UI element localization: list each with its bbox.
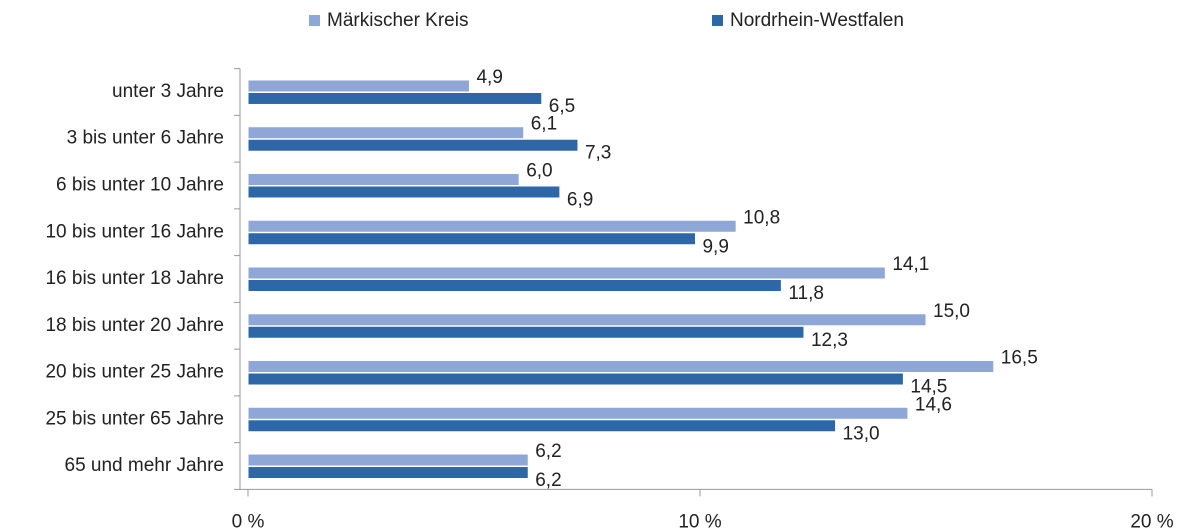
y-tick-label: 18 bis unter 20 Jahre <box>45 315 224 336</box>
value-label: 4,9 <box>476 67 502 88</box>
value-label: 9,9 <box>702 236 728 257</box>
y-tick-label: 6 bis unter 10 Jahre <box>56 175 224 196</box>
value-label: 6,0 <box>526 161 552 182</box>
value-label: 11,8 <box>788 283 824 304</box>
bar <box>247 79 470 93</box>
value-label: 7,3 <box>585 143 611 164</box>
y-tick-label: 10 bis unter 16 Jahre <box>45 221 224 242</box>
value-label: 13,0 <box>843 423 880 444</box>
bar <box>247 453 529 467</box>
bar <box>247 232 696 246</box>
bar <box>247 313 927 327</box>
bar <box>247 372 904 386</box>
bar <box>247 419 837 433</box>
value-label: 6,9 <box>567 190 593 211</box>
value-label: 14,5 <box>910 377 947 398</box>
bar <box>247 466 529 480</box>
y-tick-label: 20 bis unter 25 Jahre <box>45 362 224 383</box>
value-label: 6,2 <box>535 441 561 462</box>
legend-swatch <box>309 15 320 26</box>
bar <box>247 91 543 105</box>
value-label: 15,0 <box>933 301 970 322</box>
bar <box>247 219 737 233</box>
bar <box>247 360 995 374</box>
bar <box>247 279 782 292</box>
x-tick-label: 20 % <box>1130 511 1173 531</box>
bar <box>247 266 886 280</box>
y-tick-label: 65 und mehr Jahre <box>65 455 225 476</box>
value-label: 12,3 <box>811 330 848 351</box>
y-tick-label: 16 bis unter 18 Jahre <box>45 268 224 289</box>
y-tick-label: 25 bis unter 65 Jahre <box>45 408 224 429</box>
value-label: 6,1 <box>531 114 557 135</box>
bar <box>247 185 561 199</box>
value-label: 14,1 <box>892 254 929 275</box>
bar <box>247 138 579 152</box>
bar <box>247 406 909 420</box>
bar <box>247 126 525 140</box>
value-label: 6,5 <box>549 96 575 117</box>
y-tick-label: 3 bis unter 6 Jahre <box>67 128 224 149</box>
x-tick-label: 10 % <box>678 511 721 531</box>
legend-swatch <box>712 15 723 26</box>
legend-label: Nordrhein-Westfalen <box>730 10 904 31</box>
y-tick-label: unter 3 Jahre <box>112 81 224 102</box>
value-label: 16,5 <box>1001 348 1038 369</box>
x-tick-label: 0 % <box>232 511 265 531</box>
value-label: 14,6 <box>915 394 952 415</box>
bar <box>247 325 805 339</box>
bar <box>247 172 520 186</box>
legend-label: Märkischer Kreis <box>327 10 468 31</box>
value-label: 10,8 <box>743 207 780 228</box>
value-label: 6,2 <box>535 470 561 491</box>
